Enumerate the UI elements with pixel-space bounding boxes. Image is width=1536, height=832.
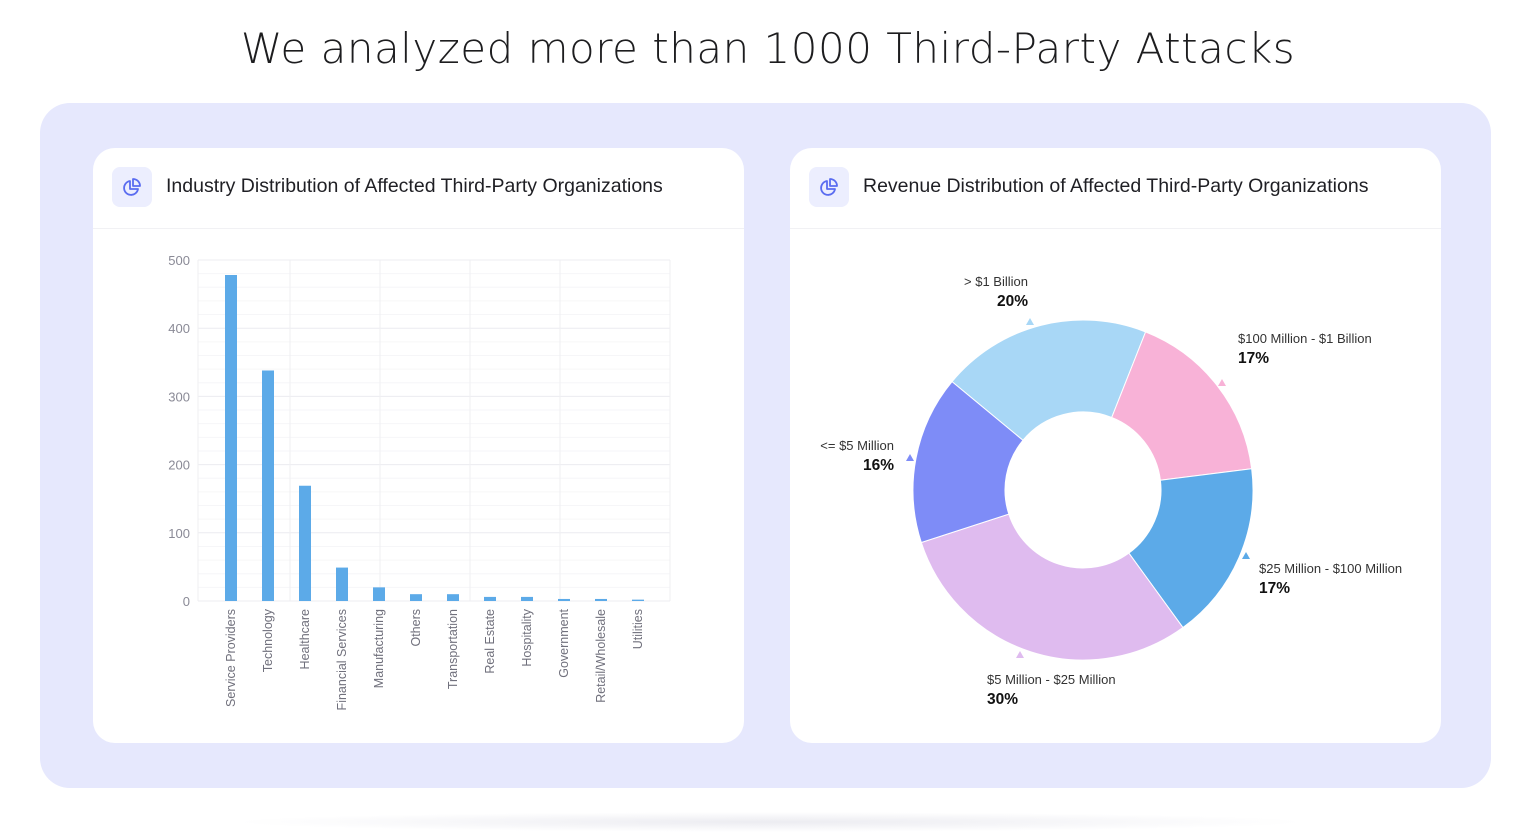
card-header: Industry Distribution of Affected Third-… [93,148,744,229]
y-tick-label: 500 [168,253,190,268]
bar-healthcare [299,485,311,601]
slice-percent: 20% [997,293,1028,310]
y-tick-label: 300 [168,389,190,404]
panel-shadow [230,812,1310,832]
slice-marker [906,454,914,461]
x-tick-label: Others [409,609,423,647]
card-header: Revenue Distribution of Affected Third-P… [790,148,1441,229]
donut-slice [1128,468,1254,629]
donut-slice [912,380,1024,544]
slice-label: > $1 Billion [964,274,1028,289]
slice-percent: 17% [1259,580,1290,597]
x-tick-label: Financial Services [335,609,349,710]
y-tick-label: 0 [183,594,190,609]
bar-government [558,598,570,601]
x-tick-label: Utilities [631,609,645,649]
pie-chart-icon [809,167,849,207]
y-tick-label: 100 [168,526,190,541]
x-tick-label: Manufacturing [372,609,386,688]
donut-slice [1111,331,1253,481]
donut-slice [920,513,1184,661]
bar-financial-services [336,567,348,601]
slice-percent: 17% [1238,350,1269,367]
card-title: Revenue Distribution of Affected Third-P… [863,175,1369,197]
x-tick-label: Technology [261,608,275,672]
bar-manufacturing [373,587,385,601]
slice-label: $25 Million - $100 Million [1259,561,1402,576]
bar-others [410,594,422,601]
slice-marker [1016,651,1024,658]
x-tick-label: Real Estate [483,609,497,674]
slice-label: $5 Million - $25 Million [987,672,1116,687]
slice-percent: 16% [863,457,894,474]
bar-transportation [447,594,459,601]
x-tick-label: Healthcare [298,609,312,669]
bar-utilities [632,599,644,601]
bar-retail-wholesale [595,598,607,601]
bar-hospitality [521,596,533,601]
slice-marker [1242,552,1250,559]
donut-slice [951,319,1147,441]
industry-chart-card: Industry Distribution of Affected Third-… [93,148,744,743]
y-tick-label: 400 [168,321,190,336]
x-tick-label: Service Providers [224,609,238,707]
bar-real-estate [484,596,496,601]
slice-label: $100 Million - $1 Billion [1238,331,1372,346]
x-tick-label: Hospitality [520,608,534,666]
bar-service-providers [225,275,237,601]
pie-chart-icon [112,167,152,207]
slice-label: <= $5 Million [820,438,894,453]
slice-marker [1026,318,1034,325]
page-title: We analyzed more than 1000 Third-Party A… [240,24,1296,73]
slice-percent: 30% [987,691,1018,708]
card-title: Industry Distribution of Affected Third-… [166,175,663,197]
x-tick-label: Transportation [446,609,460,689]
slice-marker [1218,379,1226,386]
y-tick-label: 200 [168,458,190,473]
x-tick-label: Government [557,608,571,677]
x-tick-label: Retail/Wholesale [594,609,608,703]
bar-technology [262,370,274,601]
